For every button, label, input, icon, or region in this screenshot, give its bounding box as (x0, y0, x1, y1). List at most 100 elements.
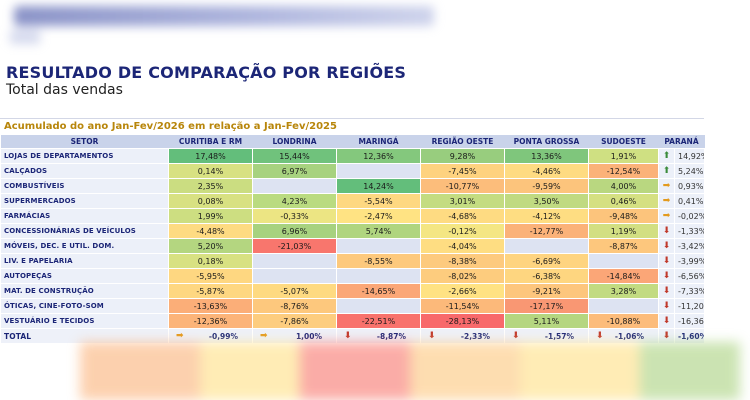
total-value-cell: ➡ -0,99% (168, 328, 253, 344)
value-cell: 12,36% (336, 148, 421, 164)
value-cell: 5,20% (168, 238, 253, 254)
row-sector-name: MAT. DE CONSTRUÇÃO (0, 283, 169, 299)
total-value: -1,06% (614, 331, 644, 341)
row-sector-name: FARMÁCIAS (0, 208, 169, 224)
row-sector-name: SUPERMERCADOS (0, 193, 169, 209)
value-cell: 0,08% (168, 193, 253, 209)
value-cell: -5,87% (168, 283, 253, 299)
value-cell: 2,35% (168, 178, 253, 194)
row-sector-name: VESTUÁRIO E TECIDOS (0, 313, 169, 329)
value-cell: -12,54% (588, 163, 659, 179)
value-cell: -4,46% (504, 163, 589, 179)
value-cell (252, 253, 337, 269)
value-cell: 4,23% (252, 193, 337, 209)
row-sector-name: CALÇADOS (0, 163, 169, 179)
trend-down-icon: ⬇ (662, 256, 671, 266)
accumulated-label: Acumulado do ano Jan-Fev/2026 em relação… (0, 118, 704, 135)
parana-value: 14,92% (674, 148, 705, 164)
row-sector-name: CONCESSIONÁRIAS DE VEÍCULOS (0, 223, 169, 239)
parana-value: -16,36% (674, 313, 705, 329)
col-header-regiao-oeste: REGIÃO OESTE (420, 135, 505, 149)
col-header-ponta-grossa: PONTA GROSSA (504, 135, 589, 149)
trend-up-icon: ⬆ (662, 151, 671, 161)
parana-value: 0,93% (674, 178, 705, 194)
parana-value: -0,02% (674, 208, 705, 224)
value-cell: -5,07% (252, 283, 337, 299)
value-cell: -21,03% (252, 238, 337, 254)
value-cell (588, 298, 659, 314)
value-cell: -13,63% (168, 298, 253, 314)
table-row: COMBUSTÍVEIS 2,35% 14,24% -10,77% -9,59% 4,00… (0, 178, 705, 194)
table-row: FARMÁCIAS 1,99% -0,33% -2,47% -4,68% -4,12% -9… (0, 208, 705, 224)
row-sector-name: AUTOPEÇAS (0, 268, 169, 284)
value-cell: -4,48% (168, 223, 253, 239)
value-cell: -2,47% (336, 208, 421, 224)
parana-value: -1,33% (674, 223, 705, 239)
value-cell: -10,88% (588, 313, 659, 329)
value-cell (336, 163, 421, 179)
trend-arrow-cell: ⬇ (658, 223, 675, 239)
row-sector-name: LIV. E PAPELARIA (0, 253, 169, 269)
trend-right-icon: ➡ (662, 211, 671, 221)
total-row: TOTAL ➡ -0,99% ➡ 1,00% ⬇ -8,87% ⬇ -2,33% ⬇ -1,57% ⬇… (0, 328, 705, 344)
value-cell: -4,04% (420, 238, 505, 254)
value-cell: 1,91% (588, 148, 659, 164)
value-cell: 5,11% (504, 313, 589, 329)
value-cell: 1,19% (588, 223, 659, 239)
value-cell: 3,01% (420, 193, 505, 209)
trend-right-icon: ➡ (176, 330, 184, 341)
row-sector-name: COMBUSTÍVEIS (0, 178, 169, 194)
page-subtitle: Total das vendas (6, 82, 123, 98)
parana-value: 0,41% (674, 193, 705, 209)
value-cell: -0,33% (252, 208, 337, 224)
total-value-cell: ➡ 1,00% (252, 328, 337, 344)
parana-value: 5,24% (674, 163, 705, 179)
trend-right-icon: ➡ (260, 330, 268, 341)
trend-right-icon: ➡ (662, 196, 671, 206)
value-cell: -7,45% (420, 163, 505, 179)
value-cell (336, 268, 421, 284)
trend-arrow-cell: ➡ (658, 208, 675, 224)
blurred-header (4, 0, 444, 48)
col-header-londrina: LONDRINA (252, 135, 337, 149)
comparison-table-container: Acumulado do ano Jan-Fev/2026 em relação… (0, 118, 705, 344)
value-cell: -8,38% (420, 253, 505, 269)
row-sector-name: LOJAS DE DEPARTAMENTOS (0, 148, 169, 164)
value-cell (252, 178, 337, 194)
value-cell (588, 253, 659, 269)
value-cell: -14,65% (336, 283, 421, 299)
page-title: RESULTADO DE COMPARAÇÃO POR REGIÕES (6, 63, 407, 82)
table-row: CONCESSIONÁRIAS DE VEÍCULOS -4,48% 6,96% 5,… (0, 223, 705, 239)
value-cell: -7,86% (252, 313, 337, 329)
value-cell: -17,17% (504, 298, 589, 314)
value-cell: 13,36% (504, 148, 589, 164)
col-header-maringa: MARINGÁ (336, 135, 421, 149)
value-cell: 4,00% (588, 178, 659, 194)
value-cell: -5,54% (336, 193, 421, 209)
value-cell: 0,46% (588, 193, 659, 209)
row-sector-name: ÓTICAS, CINE-FOTO-SOM (0, 298, 169, 314)
trend-arrow-cell: ⬇ (658, 298, 675, 314)
value-cell: -12,36% (168, 313, 253, 329)
value-cell: 3,28% (588, 283, 659, 299)
value-cell: -28,13% (420, 313, 505, 329)
value-cell: -22,51% (336, 313, 421, 329)
trend-arrow-cell: ⬇ (658, 238, 675, 254)
value-cell: 6,96% (252, 223, 337, 239)
value-cell: -4,12% (504, 208, 589, 224)
value-cell: 14,24% (336, 178, 421, 194)
table-row: LOJAS DE DEPARTAMENTOS 17,48% 15,44% 12,36%… (0, 148, 705, 164)
trend-arrow-cell: ➡ (658, 193, 675, 209)
trend-arrow-cell: ➡ (658, 178, 675, 194)
trend-down-icon: ⬇ (662, 286, 671, 296)
trend-arrow-cell: ⬇ (658, 253, 675, 269)
total-value-cell: ⬇ -2,33% (420, 328, 505, 344)
row-sector-name: MÓVEIS, DEC. E UTIL. DOM. (0, 238, 169, 254)
trend-down-icon: ⬇ (662, 301, 671, 311)
table-row: ÓTICAS, CINE-FOTO-SOM -13,63% -8,76% -11,54… (0, 298, 705, 314)
parana-value: -3,42% (674, 238, 705, 254)
trend-arrow-cell: ⬇ (658, 268, 675, 284)
value-cell: 1,99% (168, 208, 253, 224)
parana-total-value: -1,60% (674, 328, 705, 344)
table-row: CALÇADOS 0,14% 6,97% -7,45% -4,46% -12,54% ⬆ 5,… (0, 163, 705, 179)
